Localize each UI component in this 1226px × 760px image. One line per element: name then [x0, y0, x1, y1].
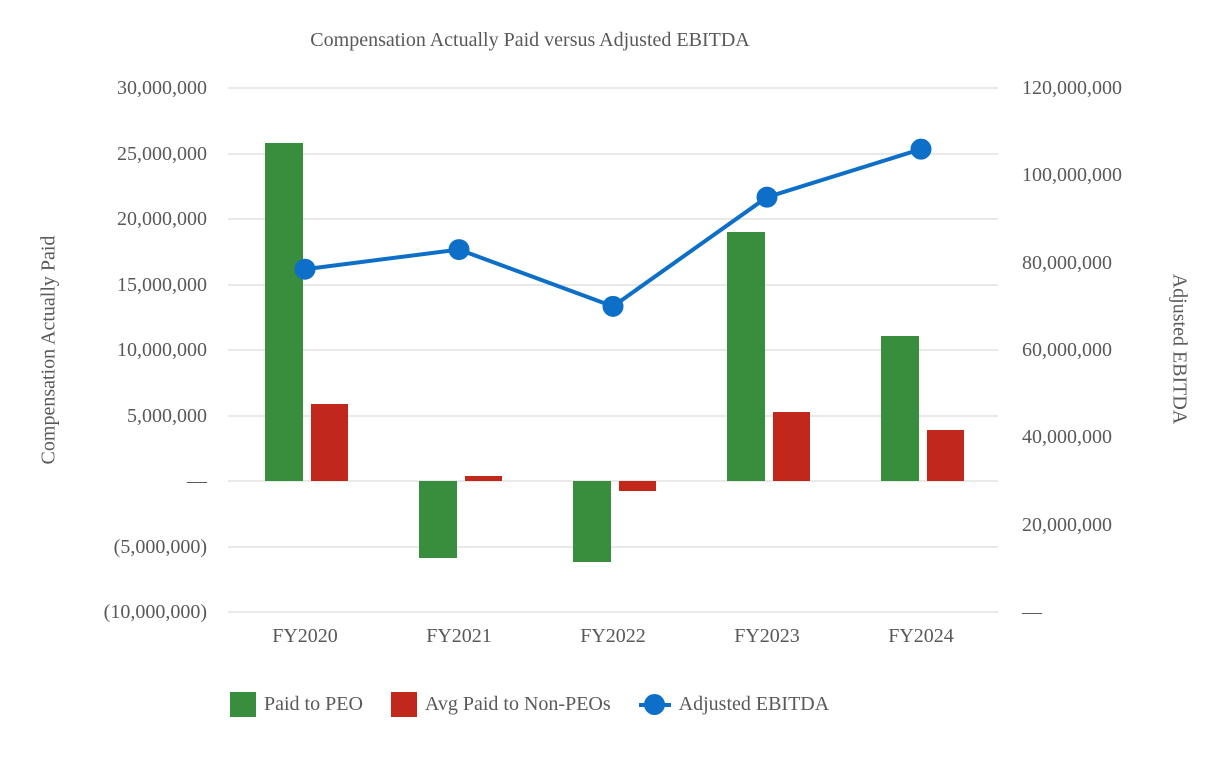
- gridline: [228, 283, 998, 286]
- left-axis-tick: (5,000,000): [113, 535, 207, 558]
- legend: Paid to PEO Avg Paid to Non-PEOs Adjuste…: [230, 691, 829, 718]
- left-axis-tick: 20,000,000: [117, 208, 207, 230]
- left-axis-tick: —: [187, 470, 207, 492]
- bar-avg-paid-to-non-peos: [311, 403, 348, 481]
- x-axis-label: FY2022: [580, 625, 646, 647]
- right-axis-tick: —: [1022, 601, 1042, 623]
- chart-title: Compensation Actually Paid versus Adjust…: [310, 29, 750, 51]
- left-axis-tick: (10,000,000): [103, 601, 207, 623]
- legend-item-avg-paid-non-peos: Avg Paid to Non-PEOs: [390, 692, 611, 717]
- x-axis-label: FY2020: [272, 625, 338, 647]
- right-axis-tick: 40,000,000: [1022, 426, 1112, 449]
- bar-avg-paid-to-non-peos: [619, 481, 656, 492]
- ebitda-data-point: [448, 239, 470, 261]
- bar-paid-to-peo: [265, 143, 303, 481]
- right-axis-tick: 80,000,000: [1022, 251, 1112, 274]
- gridline: [228, 414, 998, 417]
- line-marker-icon: [638, 692, 671, 717]
- gridline: [228, 545, 998, 548]
- left-axis-tick: 5,000,000: [127, 404, 207, 427]
- ebitda-data-point: [602, 295, 624, 317]
- gridline: [228, 152, 998, 155]
- gridline: [228, 480, 998, 482]
- bar-paid-to-peo: [727, 232, 765, 481]
- bar-paid-to-peo: [573, 481, 611, 563]
- bar-avg-paid-to-non-peos: [465, 475, 502, 481]
- right-axis-tick: 120,000,000: [1022, 77, 1122, 99]
- ebitda-data-point: [910, 138, 932, 160]
- legend-label-adjusted-ebitda: Adjusted EBITDA: [678, 693, 830, 715]
- legend-item-adjusted-ebitda: Adjusted EBITDA: [638, 692, 830, 717]
- ebitda-data-point: [756, 186, 778, 208]
- left-axis-tick: 15,000,000: [117, 273, 207, 296]
- legend-label-avg-paid-non-peos: Avg Paid to Non-PEOs: [424, 693, 611, 715]
- gridline: [228, 218, 998, 220]
- red-bar-swatch-icon: [390, 692, 417, 717]
- green-bar-swatch-icon: [230, 692, 256, 717]
- legend-label-paid-to-peo: Paid to PEO: [264, 693, 363, 715]
- legend-item-paid-to-peo: Paid to PEO: [230, 692, 363, 717]
- x-axis-label: FY2024: [888, 625, 954, 647]
- left-axis-tick: 30,000,000: [117, 77, 207, 99]
- bar-paid-to-peo: [419, 481, 457, 559]
- gridline: [228, 611, 998, 613]
- legend-line-dot: [644, 694, 666, 715]
- right-axis-tick: 20,000,000: [1022, 513, 1112, 536]
- bar-paid-to-peo: [881, 335, 919, 481]
- right-axis-tick: 100,000,000: [1022, 164, 1122, 187]
- left-axis-tick: 10,000,000: [117, 339, 207, 361]
- bar-avg-paid-to-non-peos: [927, 429, 964, 481]
- right-axis-tick: 60,000,000: [1022, 339, 1112, 361]
- left-axis-tick: 25,000,000: [117, 142, 207, 165]
- gridline: [228, 349, 998, 351]
- x-axis-label: FY2023: [734, 625, 800, 647]
- bar-avg-paid-to-non-peos: [773, 411, 810, 481]
- gridline: [228, 87, 998, 89]
- x-axis-label: FY2021: [426, 625, 492, 647]
